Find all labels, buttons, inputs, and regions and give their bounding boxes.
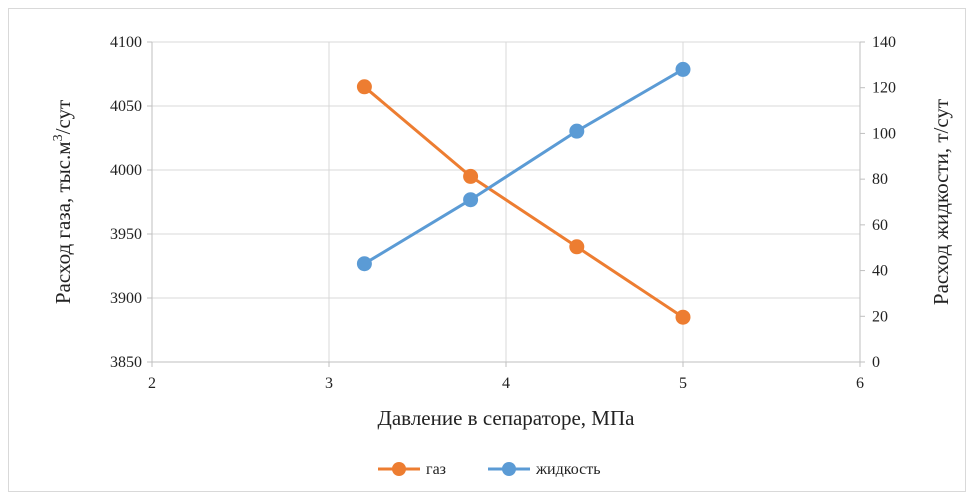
y-right-tick-label: 40 [872, 263, 888, 280]
legend: газ жидкость [378, 461, 601, 478]
legend-label: газ [426, 461, 446, 478]
legend-item-жидкость: жидкость [488, 461, 601, 478]
x-tick-label: 4 [502, 375, 510, 392]
y-right-axis-title: Расход жидкости, т/сут [929, 99, 953, 305]
series-жидкость [356, 61, 691, 272]
x-tick-label: 3 [325, 375, 333, 392]
series-газ [356, 79, 691, 325]
y-left-tick-label: 3850 [110, 354, 142, 371]
data-point [675, 309, 691, 325]
tick-labels: 3850 3900 3950 4000 4050 4100 0 20 40 60 80 100 120 1… [110, 34, 896, 392]
y-left-tick-label: 3900 [110, 290, 142, 307]
x-tick-label: 2 [148, 375, 156, 392]
legend-marker [502, 462, 516, 476]
axes [147, 41, 865, 367]
series-line [363, 68, 684, 265]
series-line [363, 85, 684, 319]
y-left-tick-label: 4050 [110, 98, 142, 115]
legend-label: жидкость [535, 461, 601, 478]
y-right-tick-label: 80 [872, 171, 888, 188]
chart-frame [8, 8, 966, 492]
y-right-tick-label: 60 [872, 217, 888, 234]
y-right-tick-label: 20 [872, 308, 888, 325]
legend-item-газ: газ [378, 461, 446, 478]
y-left-tick-label: 3950 [110, 226, 142, 243]
y-left-title-superscript: 3 [51, 134, 66, 141]
y-left-title-main: Расход газа, тыс.м [51, 141, 75, 304]
y-left-tick-label: 4100 [110, 34, 142, 51]
y-left-tick-label: 4000 [110, 162, 142, 179]
y-right-tick-label: 100 [872, 125, 896, 142]
data-point [463, 192, 479, 208]
legend-marker [392, 462, 406, 476]
data-point [675, 61, 691, 77]
y-right-tick-label: 0 [872, 354, 880, 371]
data-point [463, 168, 479, 184]
y-right-tick-label: 120 [872, 80, 896, 97]
data-point [569, 239, 585, 255]
x-tick-label: 6 [856, 375, 864, 392]
x-tick-label: 5 [679, 375, 687, 392]
grid [151, 41, 861, 363]
data-point [569, 123, 585, 139]
x-axis-title: Давление в сепараторе, МПа [378, 406, 636, 430]
y-left-title-suffix: /сут [51, 100, 75, 135]
data-point [356, 79, 372, 95]
y-right-tick-label: 140 [872, 34, 896, 51]
data-point [356, 256, 372, 272]
series [356, 61, 691, 325]
y-left-axis-title: Расход газа, тыс.м3/сут [51, 100, 75, 304]
